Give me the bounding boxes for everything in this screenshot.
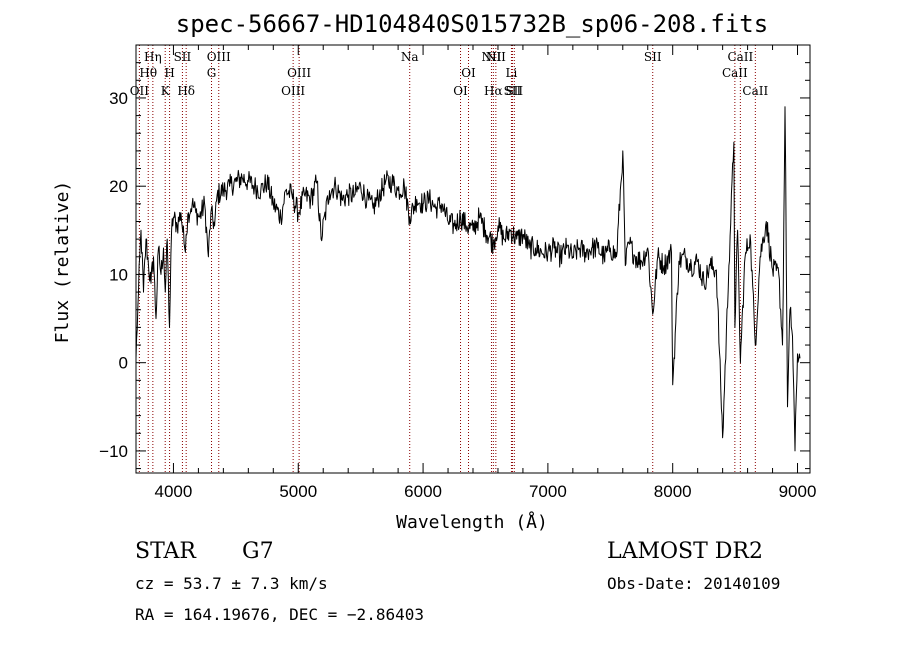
spectral-subclass: G7	[242, 539, 274, 564]
x-tick-label: 7000	[529, 482, 567, 501]
y-tick-label: 0	[119, 354, 128, 373]
x-tick-label: 5000	[279, 482, 317, 501]
spectral-line-label: H	[164, 66, 174, 80]
spectral-line-label: CaII	[742, 84, 768, 98]
plot-frame	[135, 44, 811, 474]
spectral-line-label: SII	[504, 84, 522, 98]
spectral-line-label: SII	[505, 84, 523, 98]
spectral-line-label: CaII	[727, 50, 753, 64]
redshift-velocity: cz = 53.7 ± 7.3 km/s	[135, 574, 328, 593]
x-axis-label: Wavelength (Å)	[396, 511, 548, 533]
spectral-line-label: G	[207, 66, 217, 80]
x-tick-label: 9000	[779, 482, 817, 501]
spectrum-line	[135, 106, 801, 452]
x-axis-ticks: 4000 5000 6000 7000 8000 9000	[155, 45, 817, 501]
spectral-line-label: Hθ	[139, 66, 157, 80]
y-tick-label: 10	[109, 265, 128, 284]
spectral-line-label: OI	[453, 84, 468, 98]
spectral-line-label: OIII	[207, 50, 231, 64]
survey-name: LAMOST DR2	[607, 539, 763, 564]
observation-date: Obs-Date: 20140109	[607, 574, 780, 593]
spectral-line-label: OI	[461, 66, 476, 80]
y-axis-ticks: −10 0 10 20 30	[99, 62, 810, 470]
spectral-line-label: NII	[481, 50, 501, 64]
spectral-line-label: Hδ	[177, 84, 195, 98]
spectral-line-label: SII	[174, 50, 192, 64]
y-tick-label: 30	[109, 89, 128, 108]
x-tick-label: 4000	[155, 482, 193, 501]
spectral-line-label: K	[161, 84, 171, 98]
spectral-line-label: Hη	[144, 50, 162, 64]
spectral-line-label: OII	[130, 84, 150, 98]
spectral-line-label: OIII	[281, 84, 305, 98]
spectral-line-label: Hα	[484, 84, 503, 98]
spectral-line-label: OIII	[287, 66, 311, 80]
y-axis-label: Flux (relative)	[52, 181, 73, 344]
spectral-line-label: SII	[644, 50, 662, 64]
spectral-line-label: NII	[486, 50, 506, 64]
x-tick-label: 8000	[654, 482, 692, 501]
object-class: STAR	[135, 539, 197, 564]
spectral-line-labels: OIIHθHηKHSIIHδGOIIIOIIIOIIINaOIOINIIHαNI…	[130, 50, 769, 98]
y-tick-label: −10	[99, 442, 128, 461]
sky-coordinates: RA = 164.19676, DEC = −2.86403	[135, 605, 424, 624]
spectral-line-label: Na	[401, 50, 419, 64]
spectral-line-label: CaII	[722, 66, 748, 80]
chart-title: spec-56667-HD104840S015732B_sp06-208.fit…	[176, 10, 768, 38]
x-tick-label: 6000	[404, 482, 442, 501]
spectral-line-label: Li	[506, 66, 518, 80]
y-tick-label: 20	[109, 177, 128, 196]
spectral-line-markers	[138, 45, 756, 473]
